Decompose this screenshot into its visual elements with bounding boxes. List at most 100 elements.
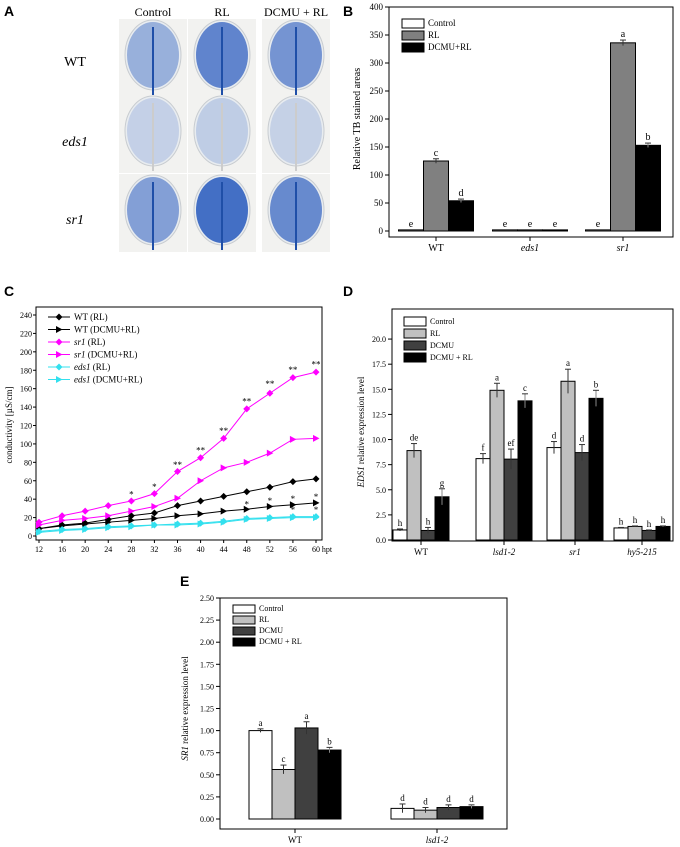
plot-frame (388, 6, 674, 238)
legend-label-text: (DCMU+RL) (86, 350, 138, 360)
legend-label-text: (DCMU+RL) (91, 375, 143, 385)
y-tick-label: 10.0 (372, 436, 386, 445)
y-axis-label-text: Relative TB stained areas (352, 68, 363, 170)
x-axis-label: hpt (322, 545, 333, 554)
y-tick-label: 1.50 (200, 682, 214, 691)
data-point (150, 490, 158, 498)
bar (317, 749, 342, 820)
y-tick-label: 200 (20, 348, 32, 357)
data-point (82, 526, 89, 534)
significance-letter: h (661, 515, 666, 525)
bar (546, 447, 562, 541)
y-tick-label: 300 (370, 58, 384, 68)
significance-star: * (291, 505, 296, 515)
y-tick-label: 2.5 (376, 511, 386, 520)
significance-letter: d (459, 188, 464, 199)
legend-label: sr1 (DCMU+RL) (74, 350, 137, 360)
data-point (266, 483, 274, 491)
legend-label: eds1 (RL) (74, 362, 110, 372)
significance-letter: d (552, 431, 557, 441)
y-tick-label: 140 (20, 403, 32, 412)
significance-letter: a (495, 372, 499, 382)
legend-marker (55, 338, 63, 346)
legend-swatch (401, 42, 425, 53)
legend-label: RL (430, 329, 440, 338)
y-tick-label: 80 (24, 458, 32, 467)
data-point (312, 475, 320, 483)
y-tick-label: 400 (370, 2, 384, 12)
significance-star: ** (242, 396, 252, 406)
x-tick-label: 36 (174, 545, 182, 554)
data-point (243, 405, 251, 413)
data-point (174, 494, 181, 502)
y-tick-label: 220 (20, 329, 32, 338)
significance-letter: a (305, 711, 309, 721)
y-tick-label: 180 (20, 366, 32, 375)
data-point (220, 434, 228, 442)
significance-letter: e (409, 219, 414, 230)
data-point (174, 521, 181, 529)
y-tick-label: 1.00 (200, 727, 214, 736)
y-tick-label: 0.50 (200, 771, 214, 780)
x-tick-label: 24 (104, 545, 112, 554)
y-tick-label: 0.0 (376, 536, 386, 545)
legend-label: DCMU (259, 626, 283, 635)
x-tick-label: 56 (289, 545, 297, 554)
x-tick-label: 28 (127, 545, 135, 554)
legend-label: Control (430, 317, 455, 326)
legend-label-text: WT (RL) (74, 312, 108, 322)
significance-letter: b (594, 379, 599, 389)
legend-label: RL (259, 615, 269, 624)
data-point (197, 510, 205, 518)
data-point (289, 435, 297, 443)
x-tick-label: 16 (58, 545, 66, 554)
significance-letter: d (446, 794, 451, 804)
bar (492, 229, 518, 232)
legend-label: Control (428, 18, 456, 28)
bar (542, 229, 568, 232)
significance-letter: h (633, 515, 638, 525)
significance-letter: e (553, 219, 558, 230)
y-axis-label: EDS1 relative expression level (356, 376, 366, 488)
data-point (128, 523, 135, 531)
significance-letter: g (440, 478, 445, 488)
data-point (82, 520, 89, 528)
data-point (151, 503, 158, 511)
data-point (105, 518, 112, 526)
leaf-photo-grid: Control RL DCMU + RL WT eds1 sr1 (62, 5, 330, 252)
panel-label-e: E (180, 573, 189, 589)
significance-star: ** (219, 426, 229, 436)
legend-marker (56, 376, 63, 383)
bar (398, 229, 424, 232)
bar (406, 450, 422, 541)
y-tick-label: 1.25 (200, 705, 214, 714)
significance-star: * (314, 505, 319, 515)
significance-letter: c (282, 754, 286, 764)
significance-star: ** (173, 460, 183, 470)
significance-letter: d (423, 797, 428, 807)
legend-marker (55, 363, 63, 371)
bar (271, 768, 296, 820)
data-point (289, 514, 297, 522)
plot-frame (219, 597, 508, 830)
y-tick-label: 40 (24, 495, 32, 504)
y-tick-label: 240 (20, 311, 32, 320)
data-point (82, 515, 89, 523)
x-tick-label: 44 (220, 545, 228, 554)
data-point (220, 507, 228, 515)
significance-letter: a (566, 358, 570, 368)
y-axis-label-text: relative expression level (356, 376, 366, 466)
bar (423, 160, 449, 232)
data-point (128, 507, 135, 515)
data-point (197, 454, 205, 462)
significance-letter: a (621, 29, 626, 40)
x-tick-label: WT (428, 243, 444, 254)
bar (560, 380, 576, 541)
x-tick-label: 40 (197, 545, 205, 554)
legend-label: DCMU (430, 341, 454, 350)
data-point (220, 464, 228, 472)
bar (475, 458, 491, 541)
y-tick-label: 250 (370, 86, 384, 96)
data-point (266, 449, 274, 457)
y-tick-label: 0.25 (200, 793, 214, 802)
